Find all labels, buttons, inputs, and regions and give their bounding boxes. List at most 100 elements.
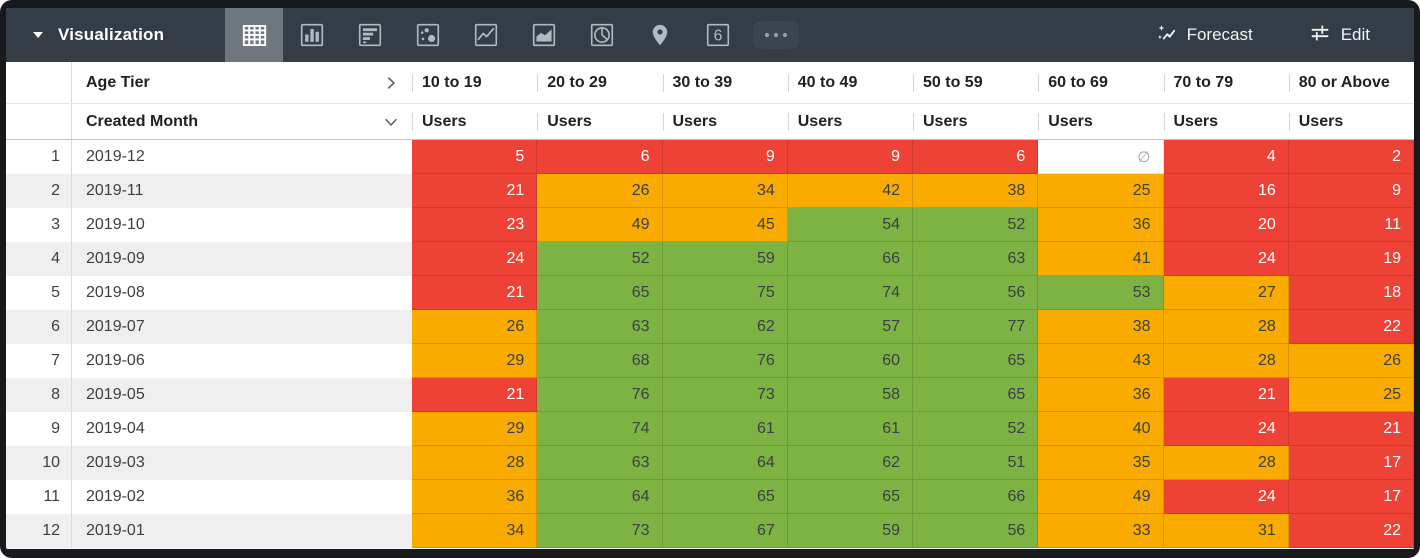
value-cell[interactable]: 24 xyxy=(1163,480,1289,514)
value-cell[interactable]: 28 xyxy=(1163,446,1289,480)
value-cell[interactable]: 76 xyxy=(662,344,788,378)
value-cell[interactable]: 31 xyxy=(1163,514,1289,548)
value-cell[interactable]: 34 xyxy=(412,514,538,548)
value-cell[interactable]: 11 xyxy=(1288,208,1414,242)
value-cell[interactable]: 76 xyxy=(537,378,663,412)
pivot-column-header[interactable]: 70 to 79 xyxy=(1164,62,1289,103)
value-cell[interactable]: 9 xyxy=(662,140,788,174)
pivot-column-header[interactable]: 50 to 59 xyxy=(913,62,1038,103)
value-cell[interactable]: 56 xyxy=(913,514,1039,548)
value-cell[interactable]: 6 xyxy=(537,140,663,174)
value-cell[interactable]: 16 xyxy=(1163,174,1289,208)
measure-column-header[interactable]: Users xyxy=(788,104,913,139)
value-cell[interactable]: 26 xyxy=(412,310,538,344)
value-cell[interactable]: 22 xyxy=(1288,514,1414,548)
value-cell[interactable]: 21 xyxy=(412,276,538,310)
measure-column-header[interactable]: Users xyxy=(663,104,788,139)
value-cell[interactable]: 65 xyxy=(787,480,913,514)
month-cell[interactable]: 2019-07 xyxy=(71,310,412,344)
month-cell[interactable]: 2019-08 xyxy=(71,276,412,310)
value-cell[interactable]: 41 xyxy=(1038,242,1164,276)
value-cell[interactable]: 64 xyxy=(537,480,663,514)
measure-column-header[interactable]: Users xyxy=(913,104,1038,139)
value-cell[interactable]: 17 xyxy=(1288,446,1414,480)
value-cell[interactable]: 40 xyxy=(1038,412,1164,446)
value-cell[interactable]: 20 xyxy=(1163,208,1289,242)
viz-type-scatter-button[interactable] xyxy=(399,8,457,62)
value-cell[interactable]: 23 xyxy=(412,208,538,242)
value-cell[interactable]: 25 xyxy=(1038,174,1164,208)
value-cell[interactable]: 38 xyxy=(1038,310,1164,344)
viz-type-bar-chart-button[interactable] xyxy=(341,8,399,62)
value-cell[interactable]: 9 xyxy=(1288,174,1414,208)
value-cell[interactable]: 22 xyxy=(1288,310,1414,344)
value-cell[interactable]: 52 xyxy=(913,412,1039,446)
value-cell[interactable]: 63 xyxy=(537,446,663,480)
value-cell[interactable]: 29 xyxy=(412,344,538,378)
value-cell[interactable]: 26 xyxy=(537,174,663,208)
value-cell[interactable]: 62 xyxy=(787,446,913,480)
value-cell[interactable]: 36 xyxy=(412,480,538,514)
value-cell[interactable]: 4 xyxy=(1163,140,1289,174)
viz-type-area-chart-button[interactable] xyxy=(515,8,573,62)
value-cell[interactable]: 58 xyxy=(787,378,913,412)
value-cell[interactable]: 21 xyxy=(1163,378,1289,412)
value-cell[interactable]: 38 xyxy=(913,174,1039,208)
viz-type-column-chart-button[interactable] xyxy=(283,8,341,62)
value-cell[interactable]: 42 xyxy=(787,174,913,208)
visualization-section-toggle[interactable]: Visualization xyxy=(6,8,225,62)
value-cell[interactable]: 24 xyxy=(1163,242,1289,276)
value-cell[interactable]: 61 xyxy=(787,412,913,446)
value-cell[interactable]: 65 xyxy=(913,378,1039,412)
pivot-column-header[interactable]: 30 to 39 xyxy=(663,62,788,103)
value-cell[interactable]: 5 xyxy=(412,140,538,174)
value-cell[interactable]: 65 xyxy=(662,480,788,514)
value-cell[interactable]: 36 xyxy=(1038,208,1164,242)
viz-type-map-button[interactable] xyxy=(631,8,689,62)
value-cell[interactable]: 64 xyxy=(662,446,788,480)
value-cell[interactable]: 54 xyxy=(787,208,913,242)
value-cell[interactable]: 56 xyxy=(913,276,1039,310)
value-cell[interactable]: 24 xyxy=(1163,412,1289,446)
month-cell[interactable]: 2019-12 xyxy=(71,140,412,174)
measure-column-header[interactable]: Users xyxy=(537,104,662,139)
value-cell[interactable]: 19 xyxy=(1288,242,1414,276)
measure-column-header[interactable]: Users xyxy=(1289,104,1414,139)
value-cell[interactable]: 24 xyxy=(412,242,538,276)
value-cell[interactable]: 74 xyxy=(537,412,663,446)
value-cell[interactable]: 28 xyxy=(1163,344,1289,378)
value-cell[interactable]: 65 xyxy=(537,276,663,310)
value-cell[interactable]: 27 xyxy=(1163,276,1289,310)
value-cell[interactable]: 63 xyxy=(537,310,663,344)
month-cell[interactable]: 2019-03 xyxy=(71,446,412,480)
value-cell[interactable]: 21 xyxy=(412,174,538,208)
value-cell[interactable]: 53 xyxy=(1038,276,1164,310)
measure-column-header[interactable]: Users xyxy=(1164,104,1289,139)
value-cell[interactable]: 62 xyxy=(662,310,788,344)
pivot-column-header[interactable]: 60 to 69 xyxy=(1038,62,1163,103)
value-cell[interactable]: 49 xyxy=(537,208,663,242)
value-cell[interactable]: 65 xyxy=(913,344,1039,378)
value-cell[interactable]: 28 xyxy=(412,446,538,480)
value-cell[interactable]: 68 xyxy=(537,344,663,378)
value-cell[interactable]: 9 xyxy=(787,140,913,174)
measure-column-header[interactable]: Users xyxy=(412,104,537,139)
pivot-column-header[interactable]: 20 to 29 xyxy=(537,62,662,103)
value-cell[interactable]: 2 xyxy=(1288,140,1414,174)
value-cell[interactable]: 34 xyxy=(662,174,788,208)
pivot-column-header[interactable]: 40 to 49 xyxy=(788,62,913,103)
viz-type-table-button[interactable] xyxy=(225,8,283,62)
forecast-button[interactable]: Forecast xyxy=(1155,22,1253,49)
dimension-field-header[interactable]: Created Month xyxy=(71,104,412,139)
value-cell[interactable]: 52 xyxy=(537,242,663,276)
value-cell[interactable]: 63 xyxy=(913,242,1039,276)
pivot-field-header[interactable]: Age Tier xyxy=(71,62,412,103)
value-cell[interactable]: 52 xyxy=(913,208,1039,242)
null-value-cell[interactable]: ∅ xyxy=(1038,140,1164,174)
value-cell[interactable]: 45 xyxy=(662,208,788,242)
value-cell[interactable]: 28 xyxy=(1163,310,1289,344)
pivot-column-header[interactable]: 80 or Above xyxy=(1289,62,1414,103)
value-cell[interactable]: 74 xyxy=(787,276,913,310)
pivot-column-header[interactable]: 10 to 19 xyxy=(412,62,537,103)
value-cell[interactable]: 33 xyxy=(1038,514,1164,548)
